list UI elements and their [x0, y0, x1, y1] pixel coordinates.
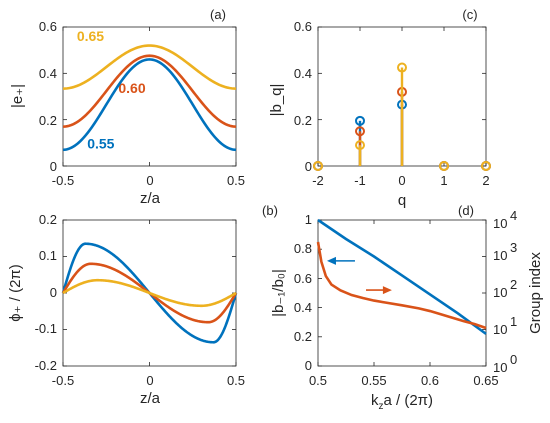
panel-c-ytick-3: 0.6 [294, 19, 312, 34]
panel-b-xtick-2: 0.5 [227, 373, 245, 388]
panel-c-xtick-0: -2 [312, 173, 324, 188]
panel-d-ytick-right-1: 101 [493, 314, 517, 337]
panel-c: 0 0.2 0.4 0.6 -2 -1 0 1 2 q |b_q| (c) [268, 7, 491, 209]
panel-a-xtick-0: -0.5 [52, 173, 74, 188]
panel-b-ytick-4: 0.2 [39, 212, 57, 227]
panel-c-plot-area [313, 26, 491, 171]
panel-a-ylabel: |e₊| [9, 84, 26, 108]
panel-b-curve-0.65 [62, 278, 237, 308]
panel-a-ytick-1: 0.2 [39, 113, 57, 128]
panel-c-marker-0.60-q-1 [355, 126, 365, 137]
panel-b-ytick-0: -0.2 [35, 358, 57, 373]
panel-a-xtick-2: 0.5 [227, 173, 245, 188]
panel-d-ytick-2: 0.4 [294, 300, 312, 315]
panel-d-ytick-4: 0.8 [294, 241, 312, 256]
panel-b-ytick-1: -0.1 [35, 321, 57, 336]
panel-b-ytick-2: 0 [50, 285, 57, 300]
panel-b-xtick-0: -0.5 [52, 373, 74, 388]
panel-c-ytick-0: 0 [305, 159, 312, 174]
panel-d-arrow-left-head [326, 256, 336, 265]
panel-a-label: (a) [210, 7, 226, 22]
svg-text:10: 10 [493, 216, 507, 231]
panel-d-ylabel-right: Group index [527, 252, 544, 334]
panel-a-ytick-3: 0.6 [39, 19, 57, 34]
svg-text:10: 10 [493, 248, 507, 263]
svg-text:2: 2 [510, 277, 517, 292]
svg-text:1: 1 [510, 314, 517, 329]
panel-d-arrow-left [326, 256, 355, 265]
panel-d-ytick-right-0: 100 [493, 352, 517, 375]
panel-d-ytick-1: 0.2 [294, 329, 312, 344]
panel-c-ytick-2: 0.4 [294, 66, 312, 81]
panel-a-ytick-0: 0 [50, 159, 57, 174]
svg-text:10: 10 [493, 285, 507, 300]
panel-d-ylabel: |b₋₁/b₀| [270, 269, 287, 317]
panel-d-xlabel: kza / (2π) [371, 392, 433, 412]
panel-b-xtick-1: 0 [146, 373, 153, 388]
panel-d-xtick-3: 0.65 [473, 373, 498, 388]
panel-b: -0.2 -0.1 0 0.1 0.2 -0.5 0 0.5 z/a ϕ₊ / … [7, 203, 278, 407]
panel-b-ytick-3: 0.1 [39, 248, 57, 263]
panel-d-arrow-right [366, 286, 392, 295]
panel-d-ytick-3: 0.6 [294, 271, 312, 286]
panel-d-xtick-2: 0.6 [421, 373, 439, 388]
svg-text:10: 10 [493, 322, 507, 337]
svg-text:4: 4 [510, 208, 517, 223]
panel-a-curve-label-0.65: 0.65 [77, 28, 104, 44]
panel-a-curve-label-0.55: 0.55 [87, 136, 114, 152]
panel-c-ylabel: |b_q| [268, 84, 285, 117]
panel-a-xtick-1: 0 [146, 173, 153, 188]
panel-d-axes-box [317, 219, 487, 367]
svg-text:10: 10 [493, 360, 507, 375]
panel-d-ytick-5: 1 [305, 212, 312, 227]
panel-d-xtick-0: 0.5 [309, 373, 327, 388]
panel-a-curve-label-0.60: 0.60 [118, 80, 145, 96]
panel-c-ytick-1: 0.2 [294, 113, 312, 128]
panel-d-ytick-right-4: 104 [493, 208, 517, 231]
svg-text:0: 0 [510, 352, 517, 367]
panel-c-xtick-2: 0 [398, 173, 405, 188]
panel-c-marker-0.65-q2 [481, 161, 491, 171]
panel-c-xlabel: q [398, 192, 406, 209]
panel-c-marker-0.55-q-1 [355, 115, 365, 126]
panel-b-label: (b) [262, 203, 278, 218]
panel-c-marker-0.65-q-2 [313, 161, 323, 171]
panel-d-plot-area [316, 218, 487, 367]
panel-c-marker-0.65-q0 [397, 62, 407, 73]
panel-a-ytick-2: 0.4 [39, 66, 57, 81]
panel-d-xtick-1: 0.55 [361, 373, 386, 388]
panel-d-arrow-right-head [382, 286, 392, 295]
panel-c-xtick-4: 2 [482, 173, 489, 188]
panel-a: 0.65 0.60 0.55 0 0.2 0.4 0.6 -0.5 0 0.5 z/… [9, 7, 245, 207]
panel-d-curve-group-index [316, 241, 487, 330]
panel-c-label: (c) [462, 7, 477, 22]
panel-d-curve-ratio [317, 218, 487, 335]
panel-a-axes-box [62, 26, 237, 167]
panel-b-ylabel: ϕ₊ / (2π) [7, 264, 24, 322]
panel-a-curve-0.65 [62, 44, 237, 90]
panel-d-ytick-right-3: 103 [493, 240, 517, 263]
panel-a-plot-area: 0.65 0.60 0.55 [62, 26, 237, 167]
panel-b-plot-area [61, 219, 238, 367]
panel-a-xlabel: z/a [140, 190, 161, 207]
panel-d-ytick-0: 0 [305, 358, 312, 373]
panel-a-curve-0.55 [62, 58, 237, 152]
panel-c-xtick-1: -1 [354, 173, 366, 188]
panel-c-xtick-3: 1 [440, 173, 447, 188]
svg-text:3: 3 [510, 240, 517, 255]
panel-a-curve-0.60 [62, 54, 237, 128]
panel-c-marker-0.65-q-1 [355, 140, 365, 151]
panel-d-label: (d) [458, 203, 474, 218]
panel-b-xlabel: z/a [140, 390, 161, 407]
panel-d: 0 0.2 0.4 0.6 0.8 1 0.5 0.55 0.6 0.65 kz… [270, 203, 544, 412]
panel-c-marker-0.65-q1 [439, 161, 449, 171]
panel-d-ytick-right-2: 102 [493, 277, 517, 300]
